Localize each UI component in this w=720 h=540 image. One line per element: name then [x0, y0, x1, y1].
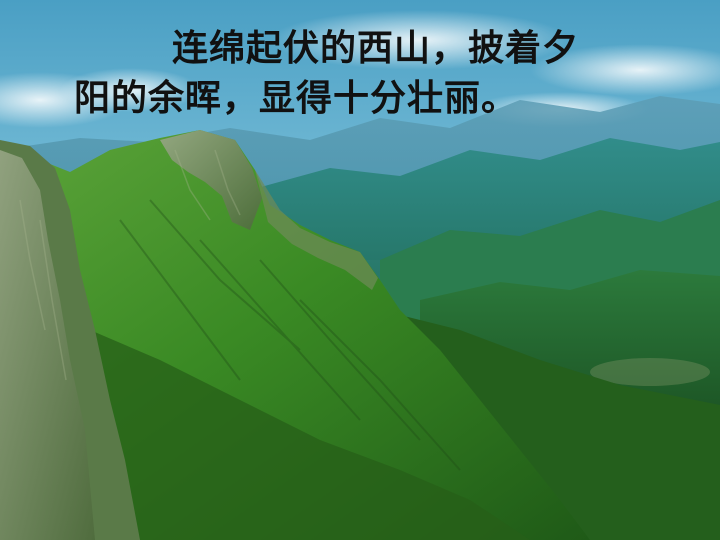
caption-line-2: 阳的余晖，显得十分壮丽。 [74, 78, 519, 119]
caption-line-1: 连绵起伏的西山，披着夕 [172, 28, 580, 69]
slide-caption: 连绵起伏的西山，披着夕 阳的余晖，显得十分壮丽。 [74, 24, 694, 124]
